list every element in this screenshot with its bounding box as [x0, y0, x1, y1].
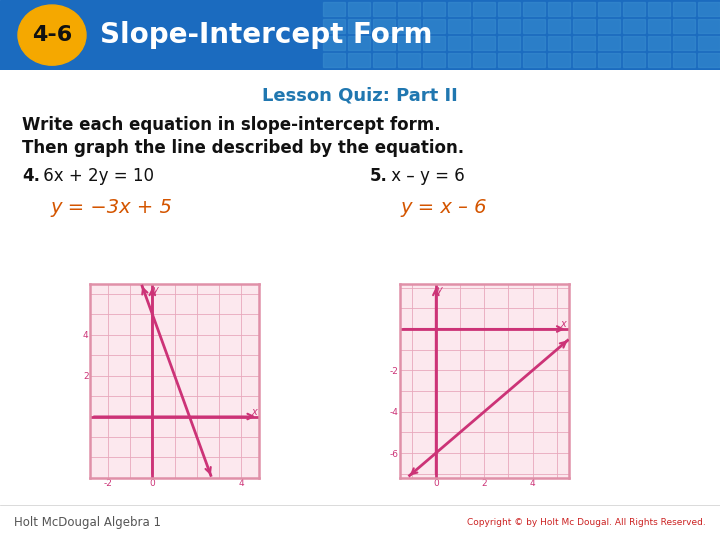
Text: y = −3x + 5: y = −3x + 5 — [50, 198, 172, 217]
Bar — [323, 2, 345, 16]
Bar — [548, 2, 570, 16]
Bar — [448, 36, 470, 50]
Text: x: x — [251, 407, 257, 416]
Bar — [523, 2, 545, 16]
Bar — [698, 19, 720, 33]
Bar — [598, 36, 620, 50]
Bar — [473, 2, 495, 16]
Text: Then graph the line described by the equation.: Then graph the line described by the equ… — [22, 139, 464, 157]
Bar — [498, 2, 520, 16]
Bar — [398, 2, 420, 16]
Bar — [648, 2, 670, 16]
Bar — [673, 36, 695, 50]
Bar — [648, 53, 670, 67]
Bar — [398, 53, 420, 67]
Bar — [498, 36, 520, 50]
Text: 5.: 5. — [370, 167, 388, 185]
Bar — [623, 2, 645, 16]
Bar — [348, 19, 370, 33]
Bar — [623, 19, 645, 33]
Text: y: y — [436, 285, 441, 294]
Bar — [423, 36, 445, 50]
Text: x: x — [561, 319, 567, 329]
Text: Holt McDougal Algebra 1: Holt McDougal Algebra 1 — [14, 516, 161, 530]
Bar — [573, 36, 595, 50]
Bar — [548, 19, 570, 33]
Bar — [373, 2, 395, 16]
Text: 6x + 2y = 10: 6x + 2y = 10 — [38, 167, 154, 185]
Bar — [523, 36, 545, 50]
Bar — [423, 19, 445, 33]
Bar — [423, 2, 445, 16]
Bar — [473, 36, 495, 50]
Bar — [673, 53, 695, 67]
Ellipse shape — [18, 5, 86, 65]
Text: Lesson Quiz: Part II: Lesson Quiz: Part II — [262, 86, 458, 104]
Bar — [498, 53, 520, 67]
Bar — [573, 2, 595, 16]
Bar — [523, 53, 545, 67]
Bar — [348, 53, 370, 67]
Text: Copyright © by Holt Mc Dougal. All Rights Reserved.: Copyright © by Holt Mc Dougal. All Right… — [467, 518, 706, 528]
Bar — [473, 53, 495, 67]
Bar — [573, 19, 595, 33]
Bar — [373, 36, 395, 50]
Bar — [398, 36, 420, 50]
Bar — [548, 36, 570, 50]
Bar — [548, 53, 570, 67]
Bar — [448, 53, 470, 67]
Bar — [523, 19, 545, 33]
Bar — [623, 36, 645, 50]
Bar — [473, 19, 495, 33]
Bar — [673, 2, 695, 16]
Bar — [498, 19, 520, 33]
Bar — [398, 19, 420, 33]
Bar — [323, 36, 345, 50]
Text: y = x – 6: y = x – 6 — [400, 198, 487, 217]
Bar — [448, 19, 470, 33]
Bar — [373, 19, 395, 33]
Bar — [698, 53, 720, 67]
Bar — [598, 53, 620, 67]
Text: Slope-Intercept Form: Slope-Intercept Form — [100, 21, 433, 49]
Bar — [698, 2, 720, 16]
Bar — [648, 36, 670, 50]
Bar — [373, 53, 395, 67]
Bar — [348, 2, 370, 16]
Bar — [348, 36, 370, 50]
Bar — [648, 19, 670, 33]
Bar — [598, 2, 620, 16]
Bar — [623, 53, 645, 67]
Text: Write each equation in slope-intercept form.: Write each equation in slope-intercept f… — [22, 116, 441, 133]
Text: 4.: 4. — [22, 167, 40, 185]
Bar — [698, 36, 720, 50]
Bar — [573, 53, 595, 67]
Text: 4-6: 4-6 — [32, 25, 72, 45]
Text: x – y = 6: x – y = 6 — [386, 167, 464, 185]
Bar — [323, 19, 345, 33]
Bar — [598, 19, 620, 33]
Bar — [423, 53, 445, 67]
Bar — [323, 53, 345, 67]
Text: y: y — [153, 285, 158, 294]
Bar — [448, 2, 470, 16]
Bar — [673, 19, 695, 33]
